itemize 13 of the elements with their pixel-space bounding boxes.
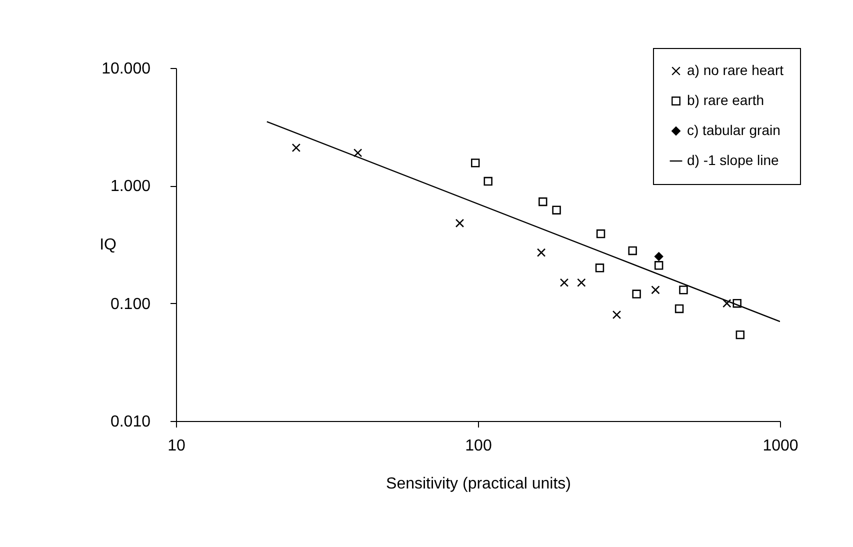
legend-label: b) rare earth bbox=[687, 92, 764, 108]
y-axis-title: IQ bbox=[100, 236, 116, 254]
x-tick-label: 10 bbox=[168, 438, 186, 454]
legend-label: d) -1 slope line bbox=[687, 152, 780, 168]
legend-label: a) no rare heart bbox=[687, 62, 784, 78]
y-tick-label: 0.010 bbox=[110, 414, 151, 430]
y-tick-label: 0.100 bbox=[110, 296, 151, 313]
y-tick-label: 10.000 bbox=[102, 60, 151, 78]
legend-label: c) tabular grain bbox=[687, 122, 780, 138]
x-axis-title: Sensitivity (practical units) bbox=[386, 476, 571, 492]
x-tick-label: 1000 bbox=[762, 438, 798, 454]
x-tick-label: 100 bbox=[465, 438, 492, 454]
y-tick-label: 1.000 bbox=[110, 178, 151, 196]
